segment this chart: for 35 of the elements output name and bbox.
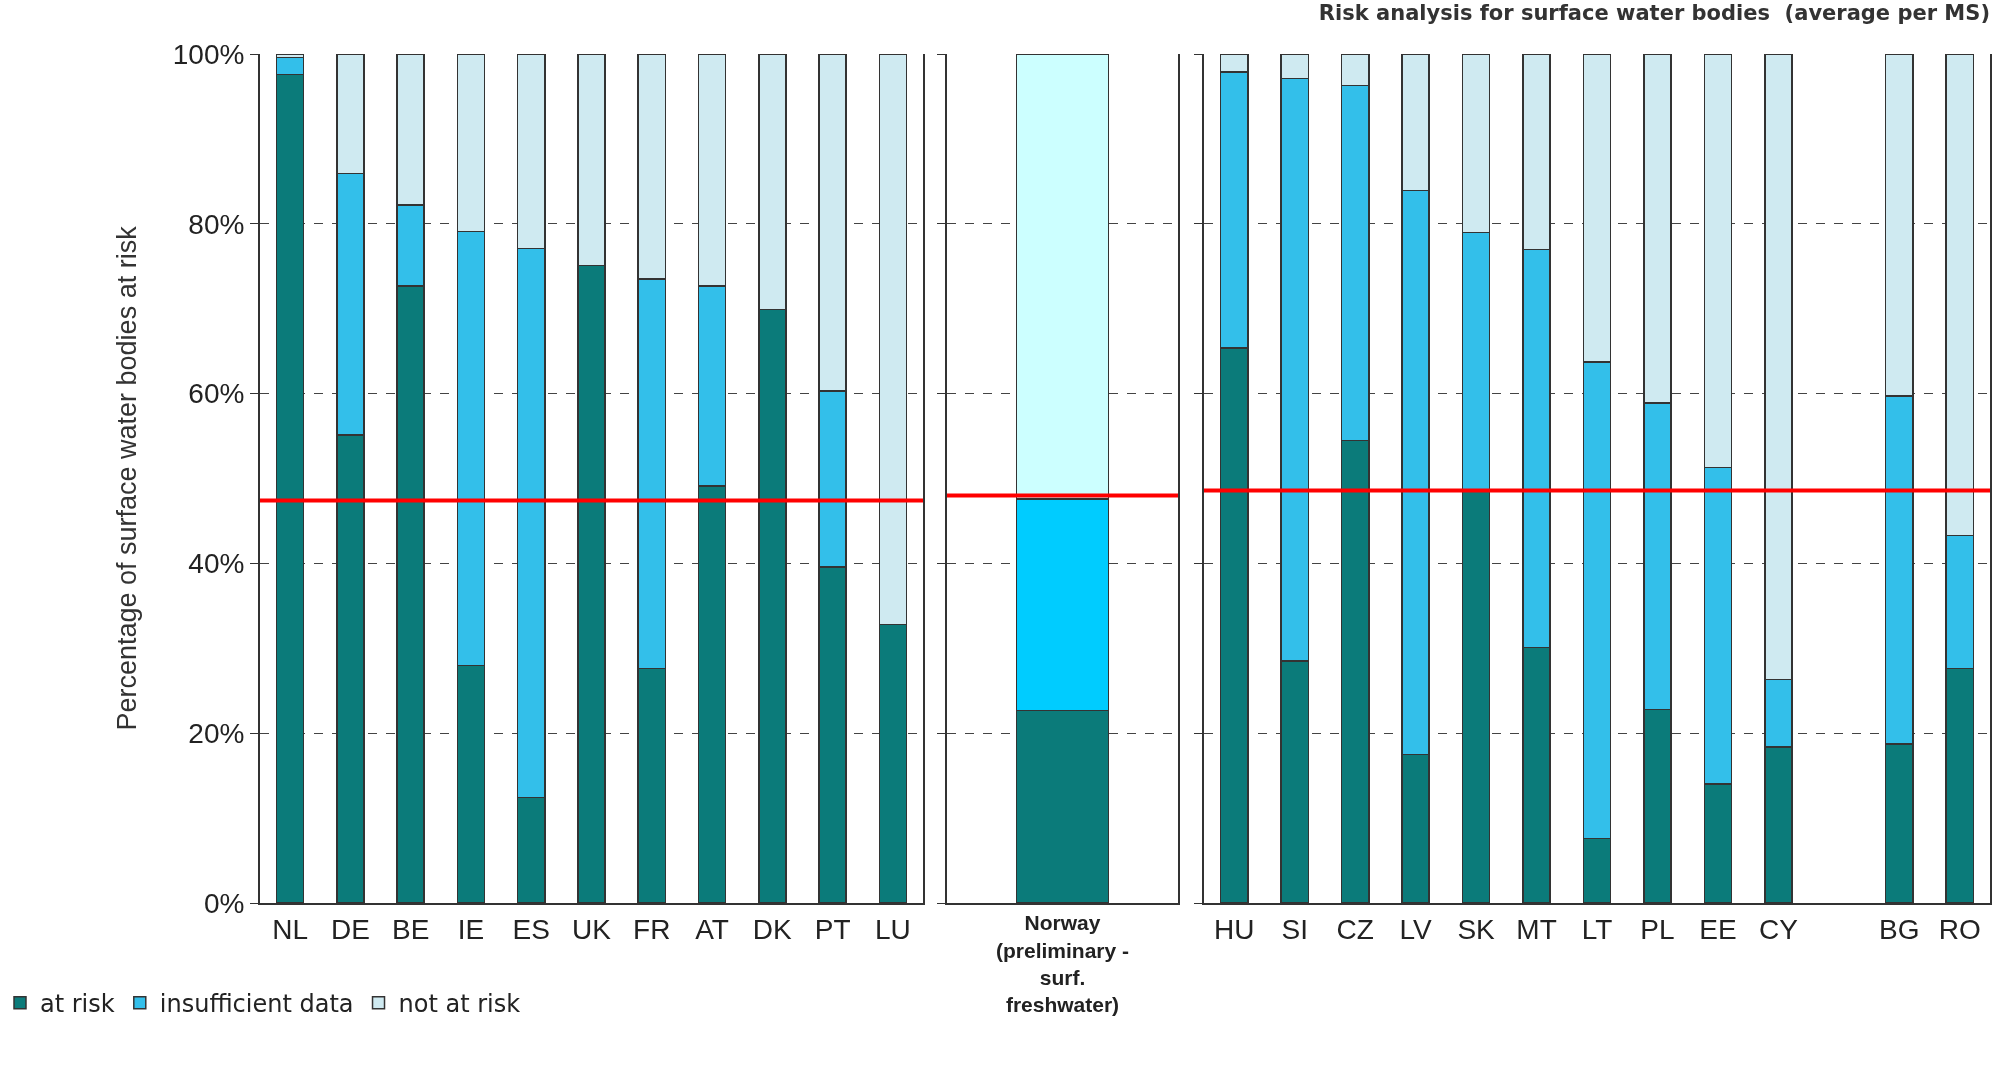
y-axis-title: Percentage of surface water bodies at risk bbox=[112, 225, 143, 731]
x-tick-label: NL bbox=[272, 913, 309, 945]
y-tick-label: 20% bbox=[188, 718, 245, 749]
x-tick-label: RO bbox=[1938, 913, 1981, 945]
x-tick-label: DK bbox=[752, 913, 793, 945]
x-tick-label: UK bbox=[572, 913, 612, 945]
chart-title: Risk analysis for surface water bodies (average per MS) bbox=[1318, 1, 1990, 26]
x-tick-label: AT bbox=[695, 913, 729, 945]
x-tick-label: SI bbox=[1281, 913, 1308, 945]
legend-label: not at risk bbox=[398, 990, 521, 1019]
x-tick-label: ES bbox=[512, 913, 550, 945]
x-tick-label: IE bbox=[457, 913, 485, 945]
legend-label: insufficient data bbox=[159, 990, 354, 1019]
x-tick-label: CZ bbox=[1336, 913, 1374, 945]
x-tick-label: Norway (preliminary - surf. freshwater) bbox=[995, 911, 1130, 1017]
y-tick-label: 40% bbox=[188, 548, 245, 580]
x-tick-label: DE bbox=[330, 913, 370, 945]
legend-label: at risk bbox=[40, 990, 115, 1019]
x-tick-label: PT bbox=[814, 913, 851, 945]
x-tick-label: LT bbox=[1581, 913, 1613, 945]
x-tick-label: PL bbox=[1640, 913, 1675, 945]
x-tick-label: CY bbox=[1758, 913, 1799, 945]
x-tick-label: LU bbox=[874, 913, 911, 945]
x-tick-label: HU bbox=[1214, 913, 1255, 945]
x-tick-label: SK bbox=[1457, 913, 1496, 945]
y-tick-label: 80% bbox=[188, 208, 245, 240]
x-tick-label: LV bbox=[1399, 913, 1433, 945]
x-tick-label: EE bbox=[1699, 913, 1737, 945]
y-tick-label: 100% bbox=[172, 38, 245, 70]
y-tick-label: 60% bbox=[188, 378, 245, 410]
x-tick-label: FR bbox=[633, 913, 671, 945]
x-tick-label: BE bbox=[392, 913, 430, 945]
x-tick-label: BG bbox=[1879, 913, 1920, 945]
x-tick-label: MT bbox=[1516, 913, 1557, 945]
y-tick-label: 0% bbox=[203, 887, 245, 919]
